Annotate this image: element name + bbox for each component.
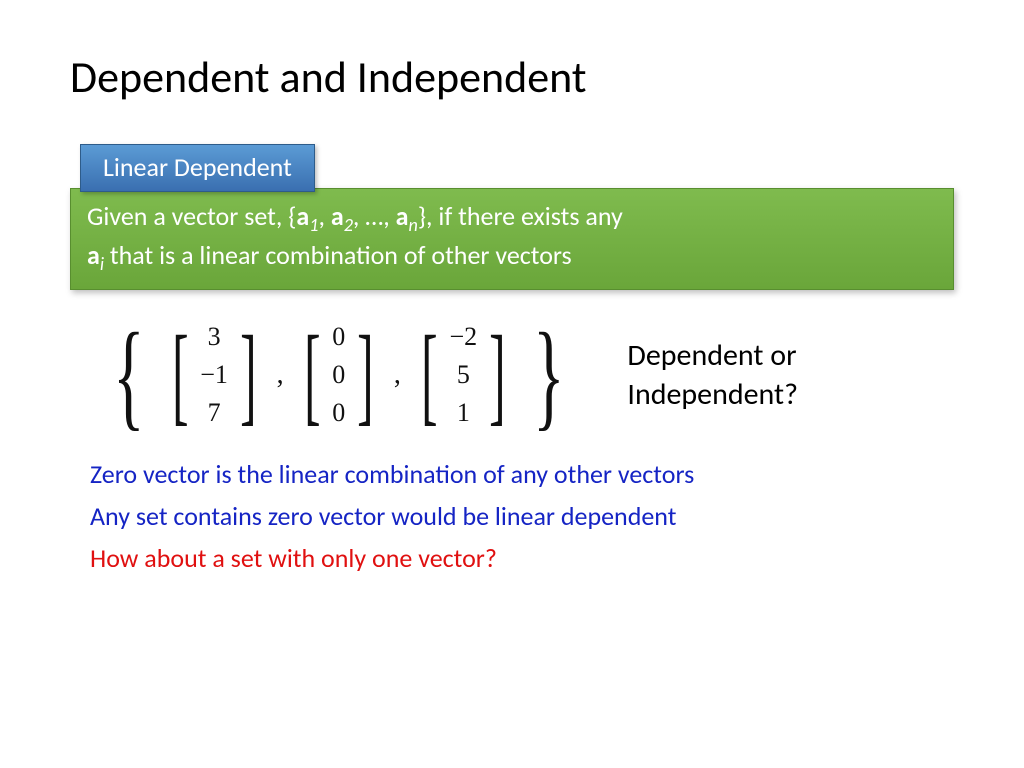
v2-1: 0 (332, 360, 345, 390)
v3-2: 1 (457, 398, 470, 428)
def-mid: }, if there exists any (418, 200, 623, 232)
comma-2: , (394, 359, 401, 391)
def-text: Given a vector set, { (87, 200, 296, 232)
lbracket-1: [ (172, 333, 188, 416)
lbracket-3: [ (421, 333, 437, 416)
vector-1: [ 3 −1 7 ] (162, 322, 267, 428)
note-1: Zero vector is the linear combination of… (90, 458, 954, 490)
v2-0: 0 (332, 322, 345, 352)
v3-1: 5 (457, 360, 470, 390)
question-text: Dependent or Independent? (627, 336, 798, 414)
vector-set: { [ 3 −1 7 ] , [ 0 0 0 ] , [ −2 5 (70, 322, 577, 428)
comma-1: , (277, 359, 284, 391)
def-c2: , …, (353, 200, 396, 232)
v1-1: −1 (200, 360, 228, 390)
v3-0: −2 (449, 322, 477, 352)
example-row: { [ 3 −1 7 ] , [ 0 0 0 ] , [ −2 5 (70, 322, 954, 428)
v1-2: 7 (208, 398, 221, 428)
slide-title: Dependent and Independent (70, 50, 954, 104)
def-c1: , (318, 200, 330, 232)
note-2: Any set contains zero vector would be li… (90, 500, 954, 532)
def-sn: n (408, 214, 417, 236)
left-brace: { (113, 330, 145, 420)
v2-2: 0 (332, 398, 345, 428)
definition-box: Given a vector set, {a1, a2, …, an}, if … (70, 188, 954, 290)
def-ai: a (87, 239, 100, 271)
def-an: a (396, 200, 409, 232)
def-a1: a (296, 200, 309, 232)
v1-0: 3 (208, 322, 221, 352)
vector-2: [ 0 0 0 ] (294, 322, 384, 428)
rbracket-1: ] (240, 333, 256, 416)
note-3: How about a set with only one vector? (90, 542, 954, 574)
rbracket-2: ] (357, 333, 373, 416)
question-line2: Independent? (627, 376, 798, 413)
question-line1: Dependent or (627, 337, 796, 374)
rbracket-3: ] (489, 333, 505, 416)
vector-3: [ −2 5 1 ] (411, 322, 516, 428)
def-post: that is a linear combination of other ve… (104, 239, 572, 271)
def-s2: 2 (344, 214, 353, 236)
lbracket-2: [ (304, 333, 320, 416)
label-linear-dependent: Linear Dependent (80, 144, 315, 192)
notes-block: Zero vector is the linear combination of… (70, 458, 954, 574)
right-brace: } (533, 330, 565, 420)
def-a2: a (331, 200, 344, 232)
